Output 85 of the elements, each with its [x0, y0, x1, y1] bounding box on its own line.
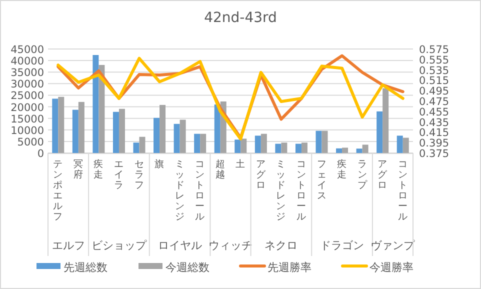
bar [356, 148, 362, 153]
chart-title: 42nd-43rd [204, 10, 277, 26]
bar [382, 88, 389, 153]
y2-tick-label: 0.455 [419, 106, 450, 118]
bar [362, 144, 368, 153]
bar [133, 142, 140, 153]
bar [281, 142, 288, 153]
bar [78, 102, 84, 153]
x-tick-label: アグロ [378, 159, 389, 191]
bar [316, 130, 322, 153]
bar [295, 144, 302, 153]
bar [139, 136, 146, 153]
text: ビショップ [91, 239, 148, 252]
bar [342, 148, 348, 153]
y-tick-label: 30000 [10, 78, 44, 91]
y-tick-label: 20000 [10, 102, 44, 114]
bar [214, 104, 220, 153]
x-tick-label: コントロール [195, 159, 206, 222]
x-tick-label: コントロール [398, 159, 408, 222]
bar [92, 55, 99, 153]
bar [402, 138, 409, 153]
y-tick-label: 40000 [10, 56, 44, 68]
y2-tick-label: 0.415 [419, 127, 450, 140]
bar [180, 120, 186, 153]
text: ロイヤル [158, 239, 202, 252]
bar [58, 96, 64, 153]
y2-tick-label: 0.395 [419, 138, 450, 150]
text: ウィッチ [208, 239, 252, 252]
x-tick-label: コントロール [296, 159, 306, 222]
bar [98, 64, 105, 153]
x-tick-label: 疾走 [94, 158, 104, 180]
bar [200, 134, 206, 153]
bar [336, 148, 342, 153]
bar [194, 134, 200, 153]
bar [52, 98, 58, 153]
x-tick-label: フェイス [316, 159, 327, 202]
x-tick-label: ミッドレンジ [276, 159, 286, 222]
y-tick-label: 45000 [10, 44, 44, 56]
bar [174, 124, 180, 153]
y-tick-label: 35000 [10, 67, 44, 80]
y2-tick-label: 0.495 [419, 86, 450, 98]
bar [275, 144, 282, 153]
bar [154, 118, 160, 153]
bar [260, 134, 267, 153]
bar [72, 110, 78, 153]
y-tick-label: 0 [37, 148, 44, 160]
bar [376, 111, 383, 153]
x-tick-label: 旗 [154, 158, 165, 170]
x-tick-label: 冥府 [73, 159, 84, 180]
text: ドラゴン [320, 239, 364, 252]
legend-label: 今週総数 [166, 261, 210, 274]
text: ネクロ [264, 239, 298, 252]
x-tick-label: テンポエルフ [53, 159, 64, 222]
y2-tick-label: 0.535 [419, 64, 450, 77]
x-tick-label: ランプ [357, 159, 368, 191]
x-tick-label: エイラ [114, 159, 124, 191]
legend-label: 今週勝率 [370, 261, 414, 274]
x-tick-label: セラフ [134, 159, 144, 191]
text: エルフ [52, 239, 85, 252]
y2-tick-label: 0.515 [419, 75, 450, 88]
x-tick-label: 超越 [215, 158, 226, 180]
y2-tick-label: 0.435 [419, 116, 450, 129]
bar [112, 112, 119, 153]
y-tick-label: 15000 [10, 113, 44, 126]
y2-tick-label: 0.575 [419, 44, 450, 56]
y-tick-label: 25000 [10, 90, 44, 102]
y2-tick-label: 0.375 [419, 148, 450, 160]
y-tick-label: 10000 [10, 124, 44, 137]
x-tick-label: 土 [236, 158, 246, 170]
legend-label: 先週総数 [64, 261, 108, 274]
bar [234, 140, 241, 153]
x-tick-label: ミッドレンジ [174, 159, 185, 222]
bar [322, 130, 328, 153]
y2-tick-label: 0.475 [419, 96, 450, 108]
y2-tick-label: 0.555 [419, 54, 450, 66]
bar [301, 142, 308, 153]
y-tick-label: 5000 [17, 136, 44, 148]
x-tick-label: 疾走 [337, 158, 348, 180]
bar [118, 108, 125, 153]
bar [240, 138, 247, 153]
x-tick-label: アグロ [256, 159, 267, 191]
legend-label: 先週勝率 [268, 261, 312, 274]
bar [160, 104, 166, 153]
bar [396, 136, 403, 153]
bar [254, 136, 261, 153]
